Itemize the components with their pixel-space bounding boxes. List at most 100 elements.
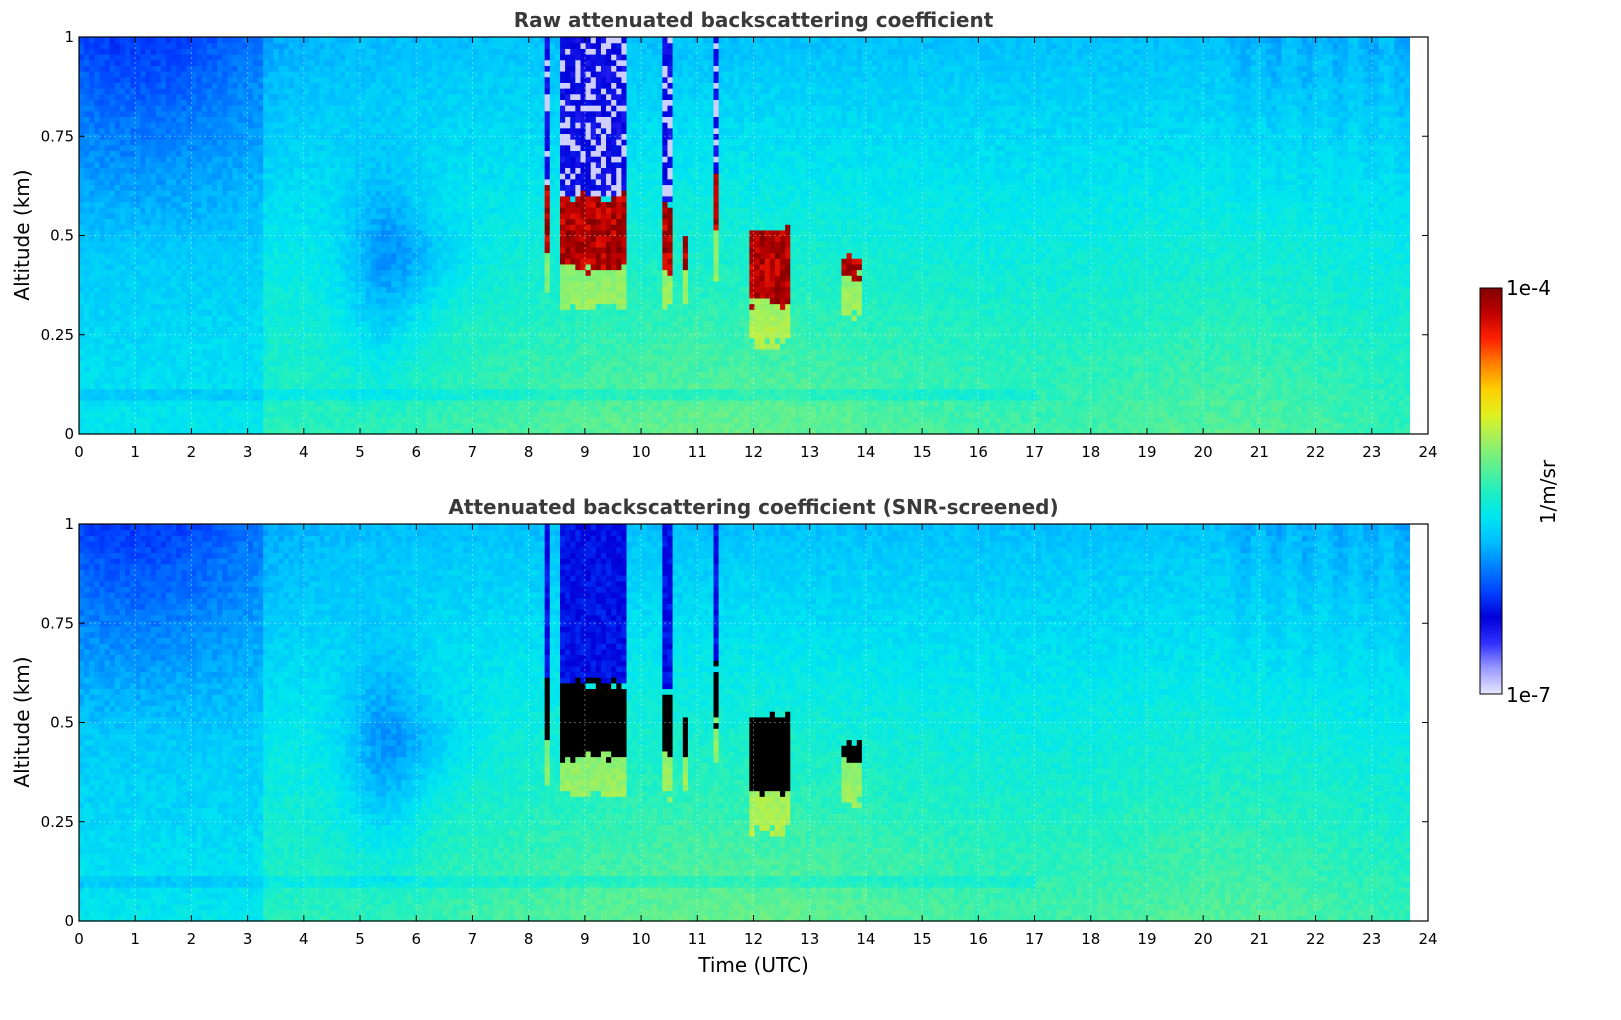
heatmap-cell xyxy=(151,218,157,224)
heatmap-cell xyxy=(105,258,111,264)
heatmap-cell xyxy=(299,94,305,100)
heatmap-cell xyxy=(212,167,218,173)
heatmap-cell xyxy=(171,116,177,122)
heatmap-cell xyxy=(258,406,264,412)
heatmap-cell xyxy=(140,343,146,349)
heatmap-cell xyxy=(238,247,244,253)
heatmap-cell xyxy=(161,275,167,281)
heatmap-cell xyxy=(304,150,310,156)
heatmap-cell xyxy=(181,173,187,179)
heatmap-cell xyxy=(314,65,320,71)
heatmap-cell xyxy=(135,394,141,400)
heatmap-cell xyxy=(417,111,423,117)
heatmap-cell xyxy=(340,145,346,151)
heatmap-cell xyxy=(227,315,233,321)
heatmap-cell xyxy=(299,264,305,270)
heatmap-cell xyxy=(401,37,407,43)
heatmap-cell xyxy=(427,105,433,111)
heatmap-cell xyxy=(391,65,397,71)
heatmap-cell xyxy=(366,321,372,327)
heatmap-cell xyxy=(289,111,295,117)
heatmap-cell xyxy=(192,394,198,400)
heatmap-cell xyxy=(304,77,310,83)
heatmap-cell xyxy=(258,105,264,111)
heatmap-cell xyxy=(422,213,428,219)
heatmap-cell xyxy=(279,400,285,406)
heatmap-cell xyxy=(192,326,198,332)
heatmap-cell xyxy=(89,88,95,94)
heatmap-cell xyxy=(376,372,382,378)
heatmap-cell xyxy=(396,173,402,179)
heatmap-cell xyxy=(422,241,428,247)
heatmap-cell xyxy=(325,65,331,71)
heatmap-cell xyxy=(222,218,228,224)
heatmap-cell xyxy=(371,94,377,100)
heatmap-cell xyxy=(314,383,320,389)
heatmap-cell xyxy=(330,417,336,423)
heatmap-cell xyxy=(140,218,146,224)
heatmap-cell xyxy=(125,389,131,395)
heatmap-cell xyxy=(130,71,136,77)
heatmap-cell xyxy=(340,179,346,185)
heatmap-cell xyxy=(376,82,382,88)
heatmap-cell xyxy=(350,315,356,321)
heatmap-cell xyxy=(340,116,346,122)
heatmap-cell xyxy=(345,150,351,156)
heatmap-cell xyxy=(417,270,423,276)
heatmap-cell xyxy=(202,150,208,156)
heatmap-cell xyxy=(437,377,443,383)
heatmap-cell xyxy=(381,162,387,168)
heatmap-cell xyxy=(330,349,336,355)
heatmap-cell xyxy=(304,99,310,105)
heatmap-cell xyxy=(79,236,85,242)
heatmap-cell xyxy=(192,116,198,122)
heatmap-cell xyxy=(197,167,203,173)
heatmap-cell xyxy=(422,99,428,105)
heatmap-cell xyxy=(289,94,295,100)
heatmap-cell xyxy=(248,309,254,315)
heatmap-cell xyxy=(294,281,300,287)
heatmap-cell xyxy=(325,145,331,151)
heatmap-cell xyxy=(340,287,346,293)
heatmap-cell xyxy=(366,54,372,60)
heatmap-cell xyxy=(125,196,131,202)
heatmap-cell xyxy=(192,281,198,287)
heatmap-cell xyxy=(432,338,438,344)
heatmap-cell xyxy=(371,71,377,77)
heatmap-cell xyxy=(192,99,198,105)
heatmap-cell xyxy=(79,343,85,349)
heatmap-cell xyxy=(279,326,285,332)
heatmap-cell xyxy=(192,145,198,151)
heatmap-cell xyxy=(248,372,254,378)
heatmap-cell xyxy=(320,116,326,122)
heatmap-cell xyxy=(417,315,423,321)
heatmap-cell xyxy=(140,184,146,190)
heatmap-cell xyxy=(294,162,300,168)
heatmap-cell xyxy=(366,406,372,412)
heatmap-cell xyxy=(330,207,336,213)
heatmap-cell xyxy=(110,417,116,423)
heatmap-cell xyxy=(309,411,315,417)
heatmap-cell xyxy=(166,315,172,321)
heatmap-cell xyxy=(84,190,90,196)
heatmap-cell xyxy=(325,264,331,270)
heatmap-cell xyxy=(217,304,223,310)
heatmap-cell xyxy=(391,173,397,179)
heatmap-cell xyxy=(217,417,223,423)
heatmap-cell xyxy=(350,207,356,213)
heatmap-cell xyxy=(79,241,85,247)
heatmap-cell xyxy=(314,156,320,162)
heatmap-cell xyxy=(263,247,269,253)
heatmap-cell xyxy=(422,349,428,355)
heatmap-cell xyxy=(279,156,285,162)
heatmap-cell xyxy=(304,338,310,344)
heatmap-cell xyxy=(401,406,407,412)
heatmap-cell xyxy=(258,111,264,117)
heatmap-cell xyxy=(99,343,105,349)
heatmap-cell xyxy=(381,326,387,332)
heatmap-cell xyxy=(396,287,402,293)
heatmap-cell xyxy=(115,196,121,202)
heatmap-cell xyxy=(99,406,105,412)
heatmap-cell xyxy=(325,298,331,304)
heatmap-cell xyxy=(84,156,90,162)
